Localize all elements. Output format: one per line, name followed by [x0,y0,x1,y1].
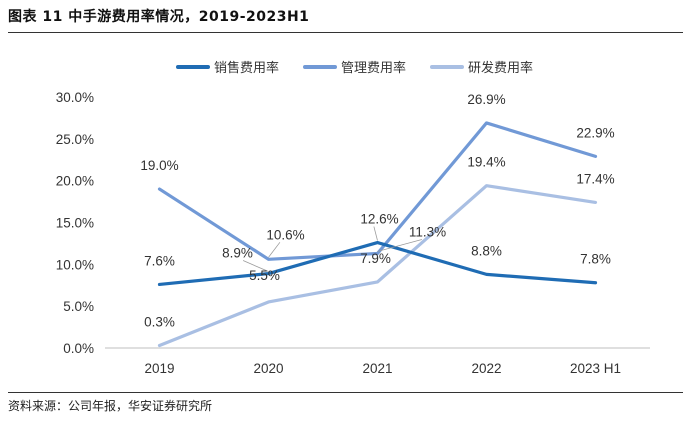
legend-label-sales: 销售费用率 [214,60,279,75]
data-label-sales: 8.9% [222,246,253,261]
data-labels: 7.6% 8.9% 12.6% 8.8% 7.8% 19.0% 10.6% 11.3% 26.9… [140,92,614,330]
data-label-admin: 26.9% [467,92,505,107]
series-lines [157,121,598,348]
y-tick-label: 20.0% [56,174,94,189]
data-label-rnd: 19.4% [467,155,505,170]
source-note: 资料来源：公司年报，华安证券研究所 [8,399,213,413]
y-tick-label: 0.0% [63,341,94,356]
x-axis: 2019 2020 2021 2022 2023 H1 [105,347,650,376]
label-leader-line [268,242,281,258]
source-divider [8,392,683,393]
data-label-sales: 8.8% [471,243,502,258]
y-tick-label: 25.0% [56,132,94,147]
data-label-sales: 12.6% [360,212,398,227]
data-label-admin: 11.3% [409,224,446,239]
y-tick-label: 5.0% [63,299,94,314]
x-tick-label: 2019 [144,361,174,376]
legend-label-admin: 管理费用率 [341,60,406,75]
data-label-rnd: 5.5% [249,268,280,283]
y-tick-label: 15.0% [56,216,94,231]
x-tick-label: 2021 [362,361,392,376]
line-chart: 销售费用率 管理费用率 研发费用率 0.0% 5.0% 10.0% 15.0% 20.0% 2… [56,60,650,376]
data-label-sales: 7.6% [144,253,175,268]
data-label-rnd: 0.3% [144,314,175,329]
label-leader-line [373,226,378,241]
y-axis: 0.0% 5.0% 10.0% 15.0% 20.0% 25.0% 30.0% [56,90,94,356]
series-line-admin [157,121,598,261]
series-line-sales [157,240,598,287]
figure-title: 图表 11 中手游费用率情况，2019-2023H1 [8,9,310,25]
legend-label-rnd: 研发费用率 [468,60,533,75]
y-tick-label: 10.0% [56,257,94,272]
legend: 销售费用率 管理费用率 研发费用率 [176,60,533,75]
data-label-rnd: 7.9% [360,251,391,266]
data-label-rnd: 17.4% [576,171,614,186]
data-label-admin: 10.6% [266,227,304,242]
data-label-admin: 19.0% [140,158,178,173]
series-line-rnd [157,184,598,348]
x-tick-label: 2020 [253,361,283,376]
y-tick-label: 30.0% [56,90,94,105]
label-leader-line [377,239,423,252]
data-label-sales: 7.8% [580,252,611,267]
x-tick-label: 2023 H1 [570,361,621,376]
data-label-admin: 22.9% [576,125,614,140]
x-tick-label: 2022 [471,361,501,376]
title-divider [8,32,683,33]
label-leader-line [242,260,269,272]
